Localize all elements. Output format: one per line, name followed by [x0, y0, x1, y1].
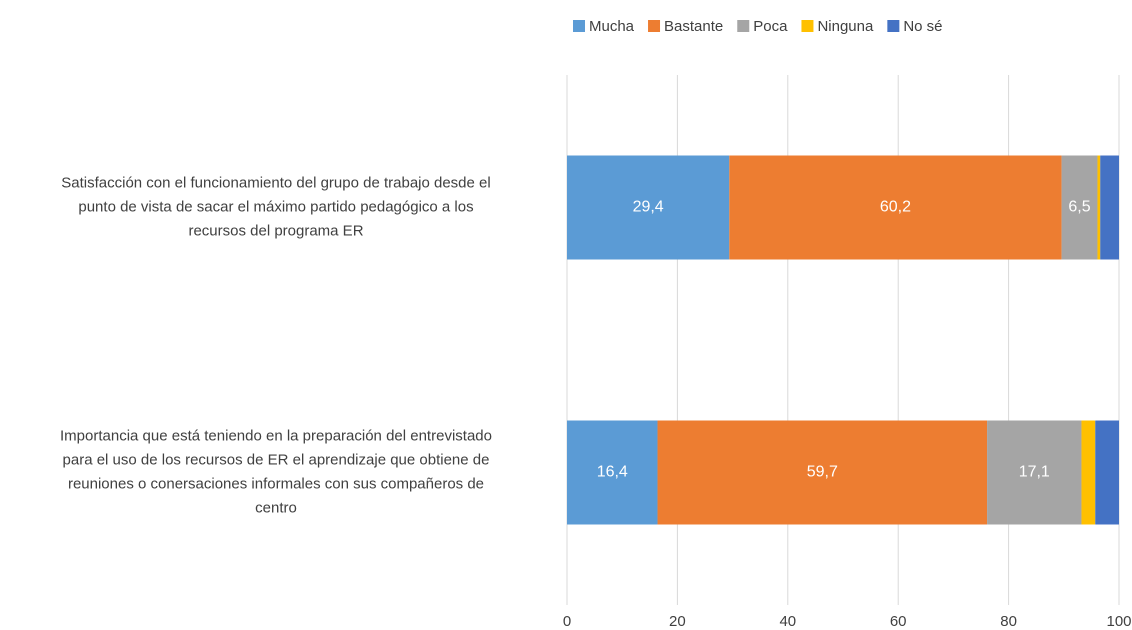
data-label: 6,5 [1068, 199, 1090, 216]
data-label: 16,4 [597, 464, 628, 481]
legend-label: Ninguna [817, 18, 874, 35]
data-label: 60,2 [880, 199, 911, 216]
bar-segment [1097, 155, 1101, 260]
x-tick-label: 80 [1000, 613, 1017, 630]
legend-swatch [801, 20, 814, 32]
legend-swatch [573, 20, 585, 32]
bar-segment [657, 420, 988, 525]
data-label: 17,1 [1019, 464, 1050, 481]
bar-segment [567, 420, 658, 525]
legend-label: Bastante [664, 18, 723, 35]
x-tick-label: 40 [779, 613, 796, 630]
x-tick-label: 20 [669, 613, 686, 630]
legend-swatch [737, 20, 750, 32]
bar-segment [1100, 155, 1119, 260]
legend-label: Poca [753, 18, 788, 35]
bar-segment [987, 420, 1082, 525]
category-label: Importancia que está teniendo en la prep… [60, 427, 492, 516]
data-label: 29,4 [633, 199, 664, 216]
x-tick-label: 0 [563, 613, 571, 630]
data-label: 59,7 [807, 464, 838, 481]
legend-swatch [887, 20, 900, 32]
x-tick-label: 100 [1106, 613, 1131, 630]
x-tick-label: 60 [890, 613, 907, 630]
legend-swatch [648, 20, 661, 32]
legend-label: Mucha [589, 18, 635, 35]
bar-segment [567, 155, 730, 260]
bar-segment [1095, 420, 1119, 525]
legend-label: No sé [903, 18, 942, 35]
bar-segment [1081, 420, 1096, 525]
category-label: Satisfacción con el funcionamiento del g… [61, 174, 490, 239]
bar-segment [729, 155, 1062, 260]
bar-segment [1061, 155, 1098, 260]
